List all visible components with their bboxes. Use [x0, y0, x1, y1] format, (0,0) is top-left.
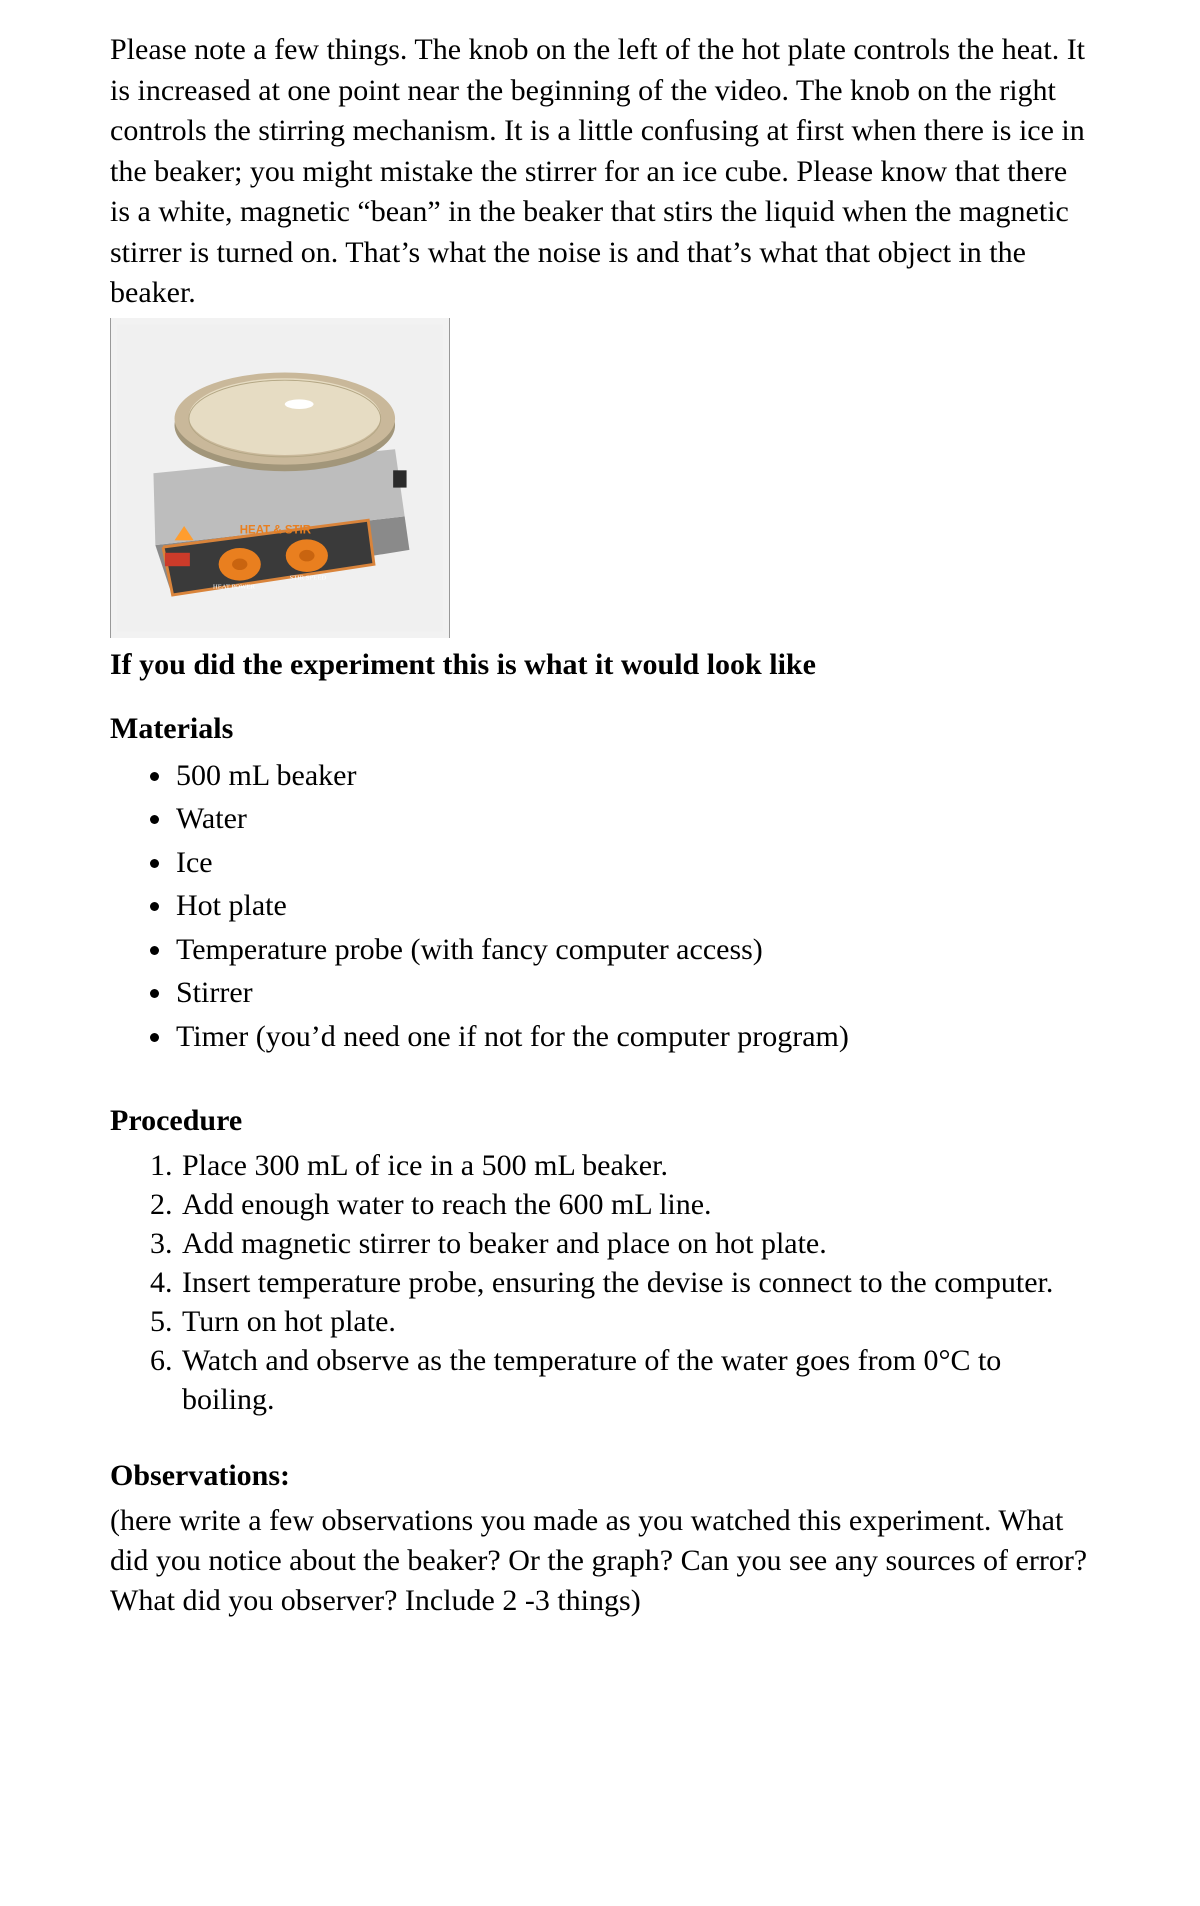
list-item: Timer (you’d need one if not for the com… — [174, 1015, 1090, 1059]
list-item: Insert temperature probe, ensuring the d… — [180, 1263, 1090, 1302]
list-item: Watch and observe as the temperature of … — [180, 1341, 1090, 1419]
list-item: Add magnetic stirrer to beaker and place… — [180, 1224, 1090, 1263]
materials-list: 500 mL beaker Water Ice Hot plate Temper… — [110, 754, 1090, 1059]
procedure-list: Place 300 mL of ice in a 500 mL beaker. … — [110, 1146, 1090, 1419]
hotplate-illustration-icon: HEAT & STIR HEAT POWER STIR SPEED — [117, 324, 443, 632]
list-item: Ice — [174, 841, 1090, 885]
materials-heading: Materials — [110, 712, 1090, 746]
observations-body: (here write a few observations you made … — [110, 1501, 1090, 1621]
figure-caption: If you did the experiment this is what i… — [110, 648, 1090, 682]
list-item: Temperature probe (with fancy computer a… — [174, 928, 1090, 972]
svg-text:HEAT POWER: HEAT POWER — [213, 583, 256, 590]
list-item: Place 300 mL of ice in a 500 mL beaker. — [180, 1146, 1090, 1185]
hotplate-figure: HEAT & STIR HEAT POWER STIR SPEED — [110, 318, 450, 638]
document-page: Please note a few things. The knob on th… — [0, 0, 1200, 1906]
list-item: Stirrer — [174, 971, 1090, 1015]
list-item: Add enough water to reach the 600 mL lin… — [180, 1185, 1090, 1224]
svg-text:HEAT & STIR: HEAT & STIR — [240, 524, 312, 536]
svg-text:STIR SPEED: STIR SPEED — [290, 574, 327, 581]
list-item: Turn on hot plate. — [180, 1302, 1090, 1341]
list-item: Water — [174, 797, 1090, 841]
procedure-heading: Procedure — [110, 1104, 1090, 1138]
intro-paragraph: Please note a few things. The knob on th… — [110, 30, 1090, 314]
list-item: 500 mL beaker — [174, 754, 1090, 798]
list-item: Hot plate — [174, 884, 1090, 928]
observations-heading: Observations: — [110, 1459, 1090, 1493]
